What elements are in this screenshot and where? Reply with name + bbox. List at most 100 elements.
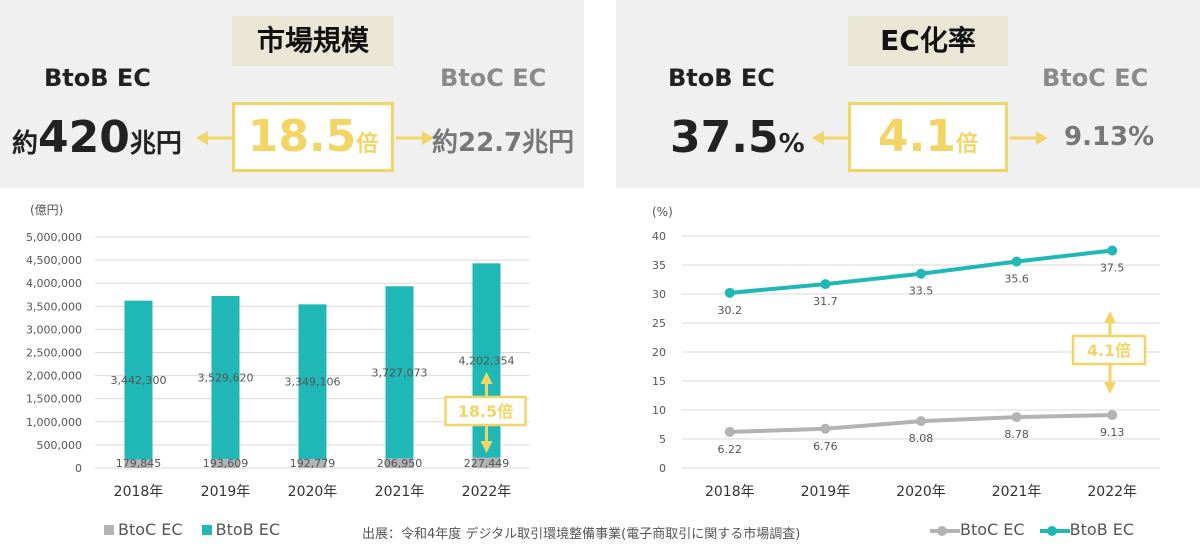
data-label: 6.76 <box>813 440 838 453</box>
btob-point <box>724 287 735 298</box>
legend-btob-label: BtoB EC <box>215 520 281 539</box>
data-label: 8.78 <box>1004 428 1029 441</box>
data-label: 6.22 <box>718 443 743 456</box>
btob-point <box>1011 256 1022 267</box>
ec-rate-tag: EC化率 <box>848 16 1008 66</box>
arrow-down-icon <box>1104 382 1116 394</box>
y-tick-label: 20 <box>652 346 666 359</box>
data-label: 31.7 <box>813 295 838 308</box>
y-tick-label: 10 <box>652 404 666 417</box>
x-tick-label: 2018年 <box>114 484 164 500</box>
ratio-number: 18.5 <box>247 111 357 162</box>
btob-market-number: 420 <box>38 112 130 163</box>
bar-btoc <box>472 457 501 468</box>
btoc-data-label: 192,779 <box>290 457 336 470</box>
btob-data-label: 3,349,106 <box>285 376 341 389</box>
data-label: 37.5 <box>1100 262 1125 275</box>
legend-btoc-line-icon <box>930 525 960 536</box>
btoc-rate-value: 9.13% <box>1064 122 1155 152</box>
legend-btob-label: BtoB EC <box>1069 520 1135 539</box>
legend-btoc-label: BtoC EC <box>118 520 183 539</box>
x-tick-label: 2020年 <box>288 484 338 500</box>
btob-data-label: 3,727,073 <box>372 366 428 379</box>
btob-data-label: 3,442,300 <box>111 374 167 387</box>
btob-point <box>820 279 831 290</box>
y-tick-label: 0 <box>75 462 82 475</box>
btob-market-unit: 兆円 <box>129 129 182 159</box>
ratio-number: 4.1 <box>878 111 956 162</box>
btoc-data-label: 193,609 <box>203 457 249 470</box>
arrow-right-icon <box>1010 131 1048 145</box>
bar-chart-legend: BtoC EC BtoB EC <box>104 520 280 539</box>
ratio-box: 4.1倍 <box>848 102 1008 172</box>
btob-rate-value: 37.5% <box>670 112 805 163</box>
bar-btob <box>211 295 240 460</box>
market-size-tag: 市場規模 <box>232 16 394 66</box>
btoc-label: BtoC EC <box>440 64 547 92</box>
legend-btoc-swatch <box>104 525 114 535</box>
btoc-data-label: 179,845 <box>116 457 162 470</box>
x-tick-label: 2022年 <box>1087 484 1137 500</box>
y-tick-label: 5,000,000 <box>26 231 82 244</box>
arrow-up-icon <box>480 372 493 384</box>
bar-btoc <box>124 459 153 468</box>
data-label: 30.2 <box>718 304 743 317</box>
bar-btoc <box>385 458 414 468</box>
btob-point <box>916 268 926 279</box>
btob-data-label: 3,529,620 <box>198 372 254 385</box>
x-tick-label: 2020年 <box>896 484 946 500</box>
btoc-label: BtoC EC <box>1042 64 1149 92</box>
market-size-bar-chart: (億円) 0 500,000 1,000,000 1,500,000 2,000,000 2… <box>26 203 530 500</box>
y-tick-label: 40 <box>652 230 666 243</box>
arrow-up-icon <box>1104 311 1116 323</box>
btob-point <box>1107 245 1118 256</box>
arrow-left-icon <box>196 131 234 145</box>
bar-btob <box>124 300 153 460</box>
legend-btob-swatch <box>201 525 212 535</box>
ratio-unit: 倍 <box>955 132 978 157</box>
btoc-point <box>820 423 831 434</box>
bar-btoc <box>211 459 240 468</box>
btoc-point <box>916 416 926 427</box>
btoc-data-label: 227,449 <box>464 457 510 470</box>
y-tick-label: 1,000,000 <box>26 416 82 429</box>
btob-rate-unit: % <box>778 129 805 159</box>
ratio-annotation-box <box>444 395 527 427</box>
y-tick-label: 35 <box>652 259 666 272</box>
y-tick-label: 2,500,000 <box>26 347 82 360</box>
btob-label: BtoB EC <box>44 64 151 92</box>
x-tick-label: 2019年 <box>201 484 251 500</box>
x-tick-label: 2021年 <box>375 484 425 500</box>
data-label: 8.08 <box>909 432 934 445</box>
bar-btob <box>385 286 414 459</box>
data-label: 35.6 <box>1004 273 1029 286</box>
y-tick-label: 15 <box>652 375 666 388</box>
btob-label: BtoB EC <box>668 64 775 92</box>
legend-btob-line-icon <box>1039 525 1070 536</box>
line-chart-legend: BtoC EC BtoB EC <box>930 520 1134 539</box>
btoc-point <box>1011 412 1022 423</box>
ratio-annotation-label: 18.5倍 <box>458 402 513 421</box>
y-tick-label: 0 <box>659 462 666 475</box>
ratio-unit: 倍 <box>356 132 379 157</box>
btoc-market-value: 約22.7兆円 <box>432 128 575 158</box>
btob-rate-number: 37.5 <box>670 112 779 163</box>
arrow-left-icon <box>812 131 850 145</box>
data-label: 9.13 <box>1100 426 1125 439</box>
approx-prefix: 約 <box>12 129 39 159</box>
y-tick-label: 500,000 <box>37 439 83 452</box>
y-tick-label: 4,000,000 <box>26 277 82 290</box>
bar-btob <box>298 304 327 460</box>
y-tick-label: 1,500,000 <box>26 393 82 406</box>
btoc-point <box>1107 410 1118 421</box>
ec-rate-panel: EC化率 BtoB EC BtoC EC 37.5% 4.1倍 9.13% <box>616 0 1200 188</box>
ec-rate-line-chart: (%) 0 5 10 15 20 25 30 35 40 2018年 2019年 2020年 2021年 2… <box>652 205 1160 500</box>
btob-market-value: 約420兆円 <box>12 112 182 163</box>
y-tick-label: 3,500,000 <box>26 300 82 313</box>
y-tick-label: 4,500,000 <box>26 254 82 267</box>
x-tick-label: 2019年 <box>801 484 851 500</box>
y-tick-label: 5 <box>659 433 666 446</box>
x-tick-label: 2022年 <box>462 484 512 500</box>
arrow-down-icon <box>480 441 493 453</box>
y-unit-label: (%) <box>652 205 673 219</box>
